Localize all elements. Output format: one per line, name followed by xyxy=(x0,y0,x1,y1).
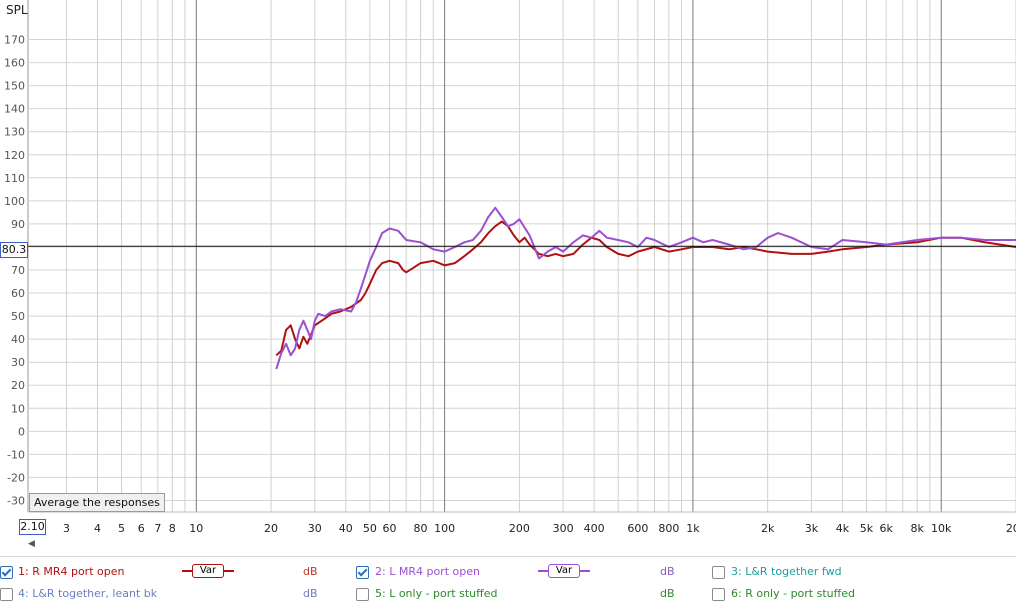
var-control-1[interactable]: Var xyxy=(182,564,234,578)
legend-label-3: 3: L&R together fwd xyxy=(731,565,842,578)
cursor-value-readout[interactable]: 80.3 xyxy=(0,242,28,258)
legend-row-2: 4: L&R together, leant bk dB 5: L only -… xyxy=(0,585,1016,605)
x-tick-label: 800 xyxy=(658,522,679,535)
tooltip: Average the responses xyxy=(29,493,165,512)
x-tick-label: 50 xyxy=(363,522,377,535)
y-tick-label: 110 xyxy=(4,172,25,185)
y-tick-label: 90 xyxy=(11,218,25,231)
y-tick-label: 140 xyxy=(4,103,25,116)
legend-panel: 1: R MR4 port open Var dB 2: L MR4 port … xyxy=(0,556,1016,611)
y-tick-label: 10 xyxy=(11,402,25,415)
x-tick-label: 7 xyxy=(154,522,161,535)
x-tick-label: 20k xyxy=(1006,522,1016,535)
legend-label-5: 5: L only - port stuffed xyxy=(375,587,498,600)
spl-chart[interactable]: 1701601501401301201101009080706050403020… xyxy=(0,0,1016,550)
y-tick-label: 40 xyxy=(11,333,25,346)
scroll-left-arrow-icon[interactable]: ◀ xyxy=(28,539,35,549)
legend-unit-4: dB xyxy=(303,587,318,600)
legend-checkbox-4[interactable] xyxy=(0,588,13,601)
x-tick-label: 20 xyxy=(264,522,278,535)
x-tick-label: 3 xyxy=(63,522,70,535)
x-tick-label: 30 xyxy=(308,522,322,535)
legend-checkbox-3[interactable] xyxy=(712,566,725,579)
x-tick-label: 4 xyxy=(94,522,101,535)
y-tick-label: -30 xyxy=(7,494,25,507)
x-tick-label: 1k xyxy=(686,522,700,535)
y-tick-label: 130 xyxy=(4,126,25,139)
x-tick-label: 200 xyxy=(509,522,530,535)
y-tick-label: 120 xyxy=(4,149,25,162)
y-tick-label: 60 xyxy=(11,287,25,300)
x-tick-label: 600 xyxy=(627,522,648,535)
x-tick-label: 100 xyxy=(434,522,455,535)
x-tick-label: 4k xyxy=(836,522,850,535)
x-tick-label: 6 xyxy=(138,522,145,535)
legend-label-2: 2: L MR4 port open xyxy=(375,565,480,578)
x-tick-label: 6k xyxy=(879,522,893,535)
legend-checkbox-2[interactable] xyxy=(356,566,369,579)
legend-checkbox-5[interactable] xyxy=(356,588,369,601)
x-tick-label: 10 xyxy=(189,522,203,535)
y-tick-label: 30 xyxy=(11,356,25,369)
legend-checkbox-6[interactable] xyxy=(712,588,725,601)
legend-label-1: 1: R MR4 port open xyxy=(18,565,125,578)
x-tick-label: 400 xyxy=(584,522,605,535)
x-tick-label: 40 xyxy=(339,522,353,535)
legend-unit-1: dB xyxy=(303,565,318,578)
legend-label-4: 4: L&R together, leant bk xyxy=(18,587,158,600)
var-button-2[interactable]: Var xyxy=(548,564,580,578)
legend-label-6: 6: R only - port stuffed xyxy=(731,587,855,600)
y-tick-label: 70 xyxy=(11,264,25,277)
y-tick-label: -10 xyxy=(7,448,25,461)
series-line-2 xyxy=(275,206,1016,370)
y-axis-label: SPL xyxy=(6,3,28,17)
x-tick-label: 60 xyxy=(383,522,397,535)
y-tick-label: 0 xyxy=(18,425,25,438)
x-tick-label: 5k xyxy=(860,522,874,535)
y-tick-label: 150 xyxy=(4,80,25,93)
y-tick-label: 50 xyxy=(11,310,25,323)
y-tick-label: 100 xyxy=(4,195,25,208)
x-tick-label: 300 xyxy=(553,522,574,535)
y-tick-label: 170 xyxy=(4,34,25,47)
legend-unit-2: dB xyxy=(660,565,675,578)
x-tick-label: 8 xyxy=(169,522,176,535)
legend-unit-5: dB xyxy=(660,587,675,600)
x-tick-label: 8k xyxy=(910,522,924,535)
x-tick-label: 3k xyxy=(805,522,819,535)
x-tick-label: 10k xyxy=(931,522,952,535)
y-tick-label: 20 xyxy=(11,379,25,392)
x-tick-label: 5 xyxy=(118,522,125,535)
x-tick-label: 80 xyxy=(414,522,428,535)
legend-checkbox-1[interactable] xyxy=(0,566,13,579)
y-tick-label: -20 xyxy=(7,471,25,484)
var-button-1[interactable]: Var xyxy=(192,564,224,578)
legend-row-1: 1: R MR4 port open Var dB 2: L MR4 port … xyxy=(0,563,1016,583)
x-start-field[interactable]: 2.10 xyxy=(19,519,46,535)
var-control-2[interactable]: Var xyxy=(538,564,590,578)
x-tick-label: 2k xyxy=(761,522,775,535)
y-tick-label: 160 xyxy=(4,57,25,70)
